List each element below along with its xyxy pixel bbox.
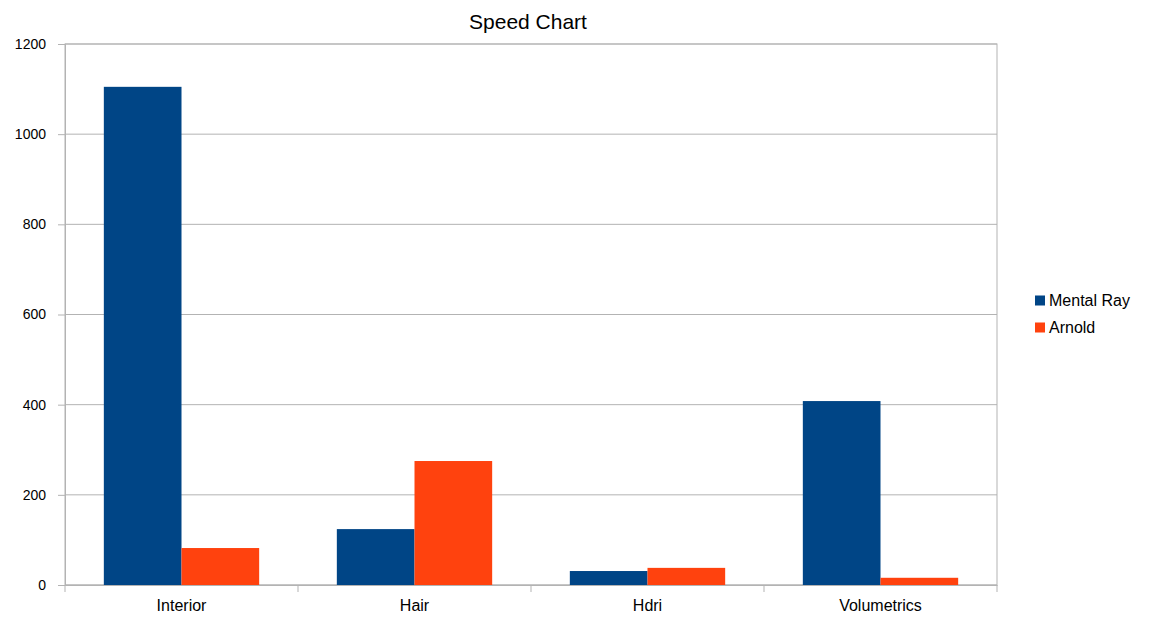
y-tick-label: 200 <box>23 487 47 503</box>
y-tick: 600 <box>23 306 65 322</box>
category-divider <box>298 585 299 592</box>
y-tick: 200 <box>23 487 65 503</box>
legend-label: Mental Ray <box>1049 292 1130 309</box>
y-tick: 1200 <box>15 36 65 52</box>
bar <box>648 568 726 585</box>
grid-line <box>65 314 997 315</box>
bar <box>182 548 260 585</box>
y-tick-label: 1000 <box>15 126 46 142</box>
legend: Mental Ray Arnold <box>1035 292 1130 336</box>
bar <box>337 529 415 585</box>
legend-swatch <box>1035 296 1045 306</box>
x-tick-label: Hdri <box>633 597 662 614</box>
bar <box>570 571 648 585</box>
legend-label: Arnold <box>1049 319 1095 336</box>
series <box>182 461 959 585</box>
x-tick-label: Volumetrics <box>839 597 922 614</box>
y-tick-label: 800 <box>23 216 47 232</box>
y-tick-mark <box>58 44 65 45</box>
y-tick-mark <box>58 405 65 406</box>
x-tick: Interior <box>157 597 207 614</box>
grid <box>65 44 997 585</box>
y-tick-mark <box>58 315 65 316</box>
y-tick: 1000 <box>15 126 65 142</box>
bar <box>415 461 493 585</box>
y-tick: 800 <box>23 216 65 232</box>
x-tick: Hdri <box>633 597 662 614</box>
grid-line <box>65 224 997 225</box>
grid-line <box>65 134 997 135</box>
y-tick: 400 <box>23 397 65 413</box>
x-axis: Interior Hair Hdri Volumetrics <box>65 585 998 614</box>
legend-item: Mental Ray <box>1035 292 1130 309</box>
y-tick-label: 400 <box>23 397 47 413</box>
chart: 0 200 400 600 800 1000 1200 Interior Hair Hdri Vol… <box>0 0 1170 644</box>
y-tick-mark <box>58 134 65 135</box>
series <box>104 87 881 585</box>
category-divider <box>531 585 532 592</box>
plot: 0 200 400 600 800 1000 1200 Interior Hair Hdri Vol… <box>15 36 998 614</box>
y-axis-line <box>58 45 66 586</box>
legend-swatch <box>1035 323 1045 333</box>
category-divider <box>764 585 765 592</box>
y-tick-label: 1200 <box>15 36 46 52</box>
y-tick-mark <box>58 224 65 225</box>
y-tick-label: 0 <box>38 577 46 593</box>
category-divider <box>65 585 66 592</box>
bars <box>104 87 958 585</box>
bar <box>803 401 881 585</box>
legend-item: Arnold <box>1035 319 1095 336</box>
plot-frame <box>65 44 997 585</box>
y-axis: 0 200 400 600 800 1000 1200 <box>15 36 66 593</box>
category-divider <box>997 585 998 592</box>
x-tick-label: Interior <box>157 597 207 614</box>
y-tick-mark <box>58 495 65 496</box>
y-tick: 0 <box>38 577 65 593</box>
title: Speed Chart <box>469 10 587 33</box>
x-tick: Hair <box>400 597 430 614</box>
x-tick-label: Hair <box>400 597 430 614</box>
y-tick-label: 600 <box>23 306 47 322</box>
bar <box>881 578 959 585</box>
bar <box>104 87 182 585</box>
y-tick-mark <box>58 585 65 586</box>
x-tick: Volumetrics <box>839 597 922 614</box>
